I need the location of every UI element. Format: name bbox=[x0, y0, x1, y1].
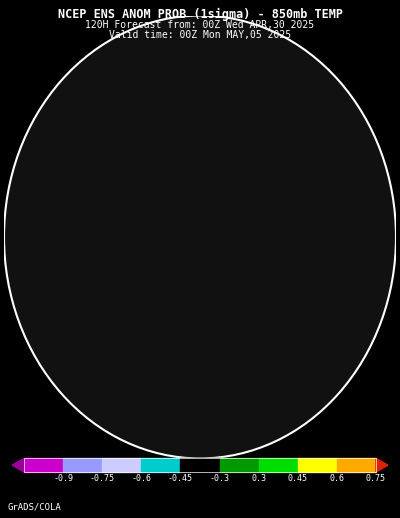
Polygon shape bbox=[12, 458, 24, 472]
Text: 0.75: 0.75 bbox=[366, 473, 386, 483]
Text: GrADS/COLA: GrADS/COLA bbox=[8, 503, 62, 512]
Bar bbox=[220, 458, 259, 472]
Bar bbox=[141, 458, 180, 472]
Bar bbox=[337, 458, 376, 472]
Text: NCEP ENS ANOM PROB (1sigma) - 850mb TEMP: NCEP ENS ANOM PROB (1sigma) - 850mb TEMP bbox=[58, 8, 342, 21]
Polygon shape bbox=[376, 458, 388, 472]
Text: -0.3: -0.3 bbox=[210, 473, 230, 483]
Circle shape bbox=[4, 16, 396, 458]
Text: -0.45: -0.45 bbox=[168, 473, 193, 483]
Bar bbox=[180, 458, 220, 472]
Bar bbox=[24, 458, 63, 472]
Text: 0.45: 0.45 bbox=[288, 473, 308, 483]
Text: 0.3: 0.3 bbox=[251, 473, 266, 483]
Bar bbox=[63, 458, 102, 472]
Text: -0.75: -0.75 bbox=[90, 473, 115, 483]
Text: -0.6: -0.6 bbox=[131, 473, 151, 483]
Text: Valid time: 00Z Mon MAY,05 2025: Valid time: 00Z Mon MAY,05 2025 bbox=[109, 30, 291, 39]
Text: 120H Forecast from: 00Z Wed APR,30 2025: 120H Forecast from: 00Z Wed APR,30 2025 bbox=[86, 20, 314, 30]
Bar bbox=[259, 458, 298, 472]
Bar bbox=[298, 458, 337, 472]
Text: -0.9: -0.9 bbox=[53, 473, 73, 483]
Bar bbox=[24, 458, 376, 472]
Bar bbox=[102, 458, 141, 472]
Text: 0.6: 0.6 bbox=[329, 473, 344, 483]
